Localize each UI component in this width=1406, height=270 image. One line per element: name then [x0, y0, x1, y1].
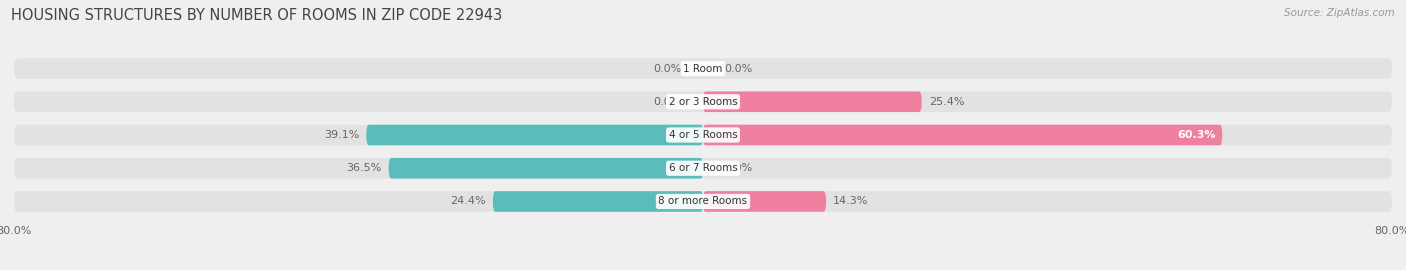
FancyBboxPatch shape	[703, 92, 922, 112]
Text: 0.0%: 0.0%	[654, 97, 682, 107]
FancyBboxPatch shape	[14, 191, 1392, 212]
Text: Source: ZipAtlas.com: Source: ZipAtlas.com	[1284, 8, 1395, 18]
FancyBboxPatch shape	[14, 158, 1392, 178]
Text: 24.4%: 24.4%	[450, 197, 486, 207]
Text: 2 or 3 Rooms: 2 or 3 Rooms	[669, 97, 737, 107]
FancyBboxPatch shape	[14, 58, 1392, 79]
FancyBboxPatch shape	[703, 125, 1222, 145]
Text: HOUSING STRUCTURES BY NUMBER OF ROOMS IN ZIP CODE 22943: HOUSING STRUCTURES BY NUMBER OF ROOMS IN…	[11, 8, 502, 23]
FancyBboxPatch shape	[14, 125, 1392, 145]
FancyBboxPatch shape	[367, 125, 703, 145]
Text: 0.0%: 0.0%	[724, 63, 752, 73]
Text: 0.0%: 0.0%	[724, 163, 752, 173]
FancyBboxPatch shape	[14, 92, 1392, 112]
Text: 4 or 5 Rooms: 4 or 5 Rooms	[669, 130, 737, 140]
Text: 6 or 7 Rooms: 6 or 7 Rooms	[669, 163, 737, 173]
Text: 8 or more Rooms: 8 or more Rooms	[658, 197, 748, 207]
Text: 36.5%: 36.5%	[346, 163, 382, 173]
Text: 0.0%: 0.0%	[654, 63, 682, 73]
Text: 14.3%: 14.3%	[832, 197, 869, 207]
FancyBboxPatch shape	[494, 191, 703, 212]
Text: 60.3%: 60.3%	[1177, 130, 1215, 140]
Text: 39.1%: 39.1%	[323, 130, 360, 140]
FancyBboxPatch shape	[703, 191, 827, 212]
FancyBboxPatch shape	[388, 158, 703, 178]
Text: 25.4%: 25.4%	[928, 97, 965, 107]
Text: 1 Room: 1 Room	[683, 63, 723, 73]
